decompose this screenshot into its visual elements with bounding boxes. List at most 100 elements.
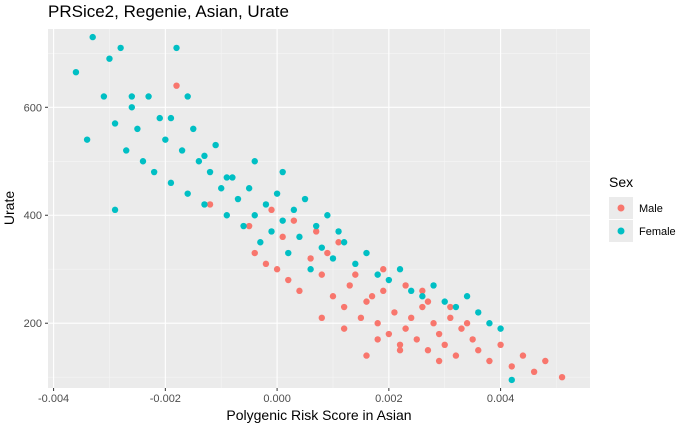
data-point-female [245, 185, 253, 192]
data-point-female [273, 190, 281, 197]
data-point-female [324, 212, 331, 219]
data-point-male [497, 341, 504, 349]
data-point-male [340, 325, 348, 332]
data-point-male [458, 325, 465, 332]
data-point-female [134, 125, 141, 133]
data-point-female [430, 282, 437, 289]
data-point-male [424, 298, 432, 305]
data-point-female [212, 141, 219, 149]
data-point-female [352, 260, 359, 268]
data-point-male [346, 282, 353, 289]
chart-title: PRSice2, Regenie, Asian, Urate [48, 2, 289, 21]
data-point-male [363, 298, 370, 305]
data-point-male [396, 347, 404, 354]
data-point-male [273, 266, 281, 273]
data-point-female [190, 125, 197, 133]
data-point-female [279, 217, 286, 224]
legend-marker-male [617, 204, 625, 212]
x-axis-title: Polygenic Risk Score in Asian [226, 407, 411, 423]
data-point-female [335, 228, 342, 235]
data-point-female [385, 276, 393, 284]
legend-marker-female [617, 227, 625, 235]
data-point-female [83, 136, 91, 143]
data-point-female [223, 174, 230, 181]
data-point-male [419, 287, 426, 295]
data-point-male [385, 330, 393, 338]
data-point-female [128, 104, 136, 111]
data-point-female [234, 195, 242, 203]
data-point-female [475, 309, 482, 316]
data-point-female [419, 293, 426, 300]
data-point-female [117, 44, 124, 52]
data-point-male [447, 314, 454, 322]
data-point-female [285, 249, 292, 257]
data-point-male [424, 347, 432, 354]
data-point-female [262, 201, 270, 208]
data-point-female [106, 55, 113, 62]
data-point-female [408, 287, 415, 295]
data-point-male [357, 314, 365, 322]
data-point-male [402, 325, 409, 332]
data-point-male [368, 293, 376, 300]
data-point-male [245, 222, 253, 230]
data-point-female [463, 293, 471, 300]
data-point-female [240, 222, 247, 230]
data-point-female [111, 206, 119, 214]
data-point-male [352, 271, 359, 278]
data-point-female [486, 320, 493, 327]
data-point-male [329, 293, 337, 300]
data-point-male [173, 82, 180, 89]
data-point-female [206, 168, 214, 176]
x-axis-ticks: -0.004 -0.002 0.000 0.002 0.004 [38, 388, 514, 405]
data-point-female [218, 185, 225, 192]
data-point-male [430, 320, 437, 327]
data-point-female [329, 255, 337, 262]
x-tick-label: 0.004 [487, 393, 515, 405]
data-point-male [279, 233, 286, 241]
data-point-female [363, 249, 370, 257]
data-point-female [201, 201, 208, 208]
legend-label-female: Female [639, 226, 676, 238]
data-point-female [396, 266, 404, 273]
x-tick-label: -0.002 [150, 393, 181, 405]
data-point-female [441, 298, 448, 305]
data-point-female [251, 212, 258, 219]
data-point-male [475, 347, 482, 354]
data-point-female [184, 93, 191, 100]
data-point-female [195, 158, 203, 165]
data-points [72, 33, 566, 384]
x-tick-label: 0.000 [263, 393, 291, 405]
data-point-female [167, 114, 175, 122]
data-point-male [296, 287, 303, 295]
data-point-male [262, 260, 270, 268]
data-point-female [301, 195, 309, 203]
data-point-male [335, 239, 342, 246]
data-point-male [324, 249, 331, 257]
data-point-male [290, 217, 298, 224]
grid-minor [48, 29, 590, 388]
data-point-female [340, 239, 348, 246]
data-point-male [318, 271, 325, 278]
data-point-female [313, 222, 320, 230]
data-point-female [100, 93, 108, 100]
data-point-female [201, 152, 208, 160]
data-point-male [435, 357, 443, 365]
y-tick-label: 400 [24, 210, 42, 222]
data-point-male [469, 336, 476, 343]
data-point-female [229, 174, 236, 181]
data-point-male [408, 314, 415, 322]
x-tick-label: 0.002 [375, 393, 403, 405]
data-point-female [184, 190, 191, 197]
data-point-male [307, 255, 314, 262]
data-point-male [285, 276, 292, 284]
data-point-female [178, 147, 186, 154]
y-axis-ticks: 200 400 600 [24, 102, 48, 330]
data-point-female [290, 206, 298, 214]
data-point-female [279, 168, 286, 176]
legend-title: Sex [609, 174, 633, 190]
data-point-male [396, 341, 404, 349]
data-point-male [380, 287, 387, 295]
data-point-female [150, 168, 158, 176]
data-point-male [508, 363, 515, 370]
